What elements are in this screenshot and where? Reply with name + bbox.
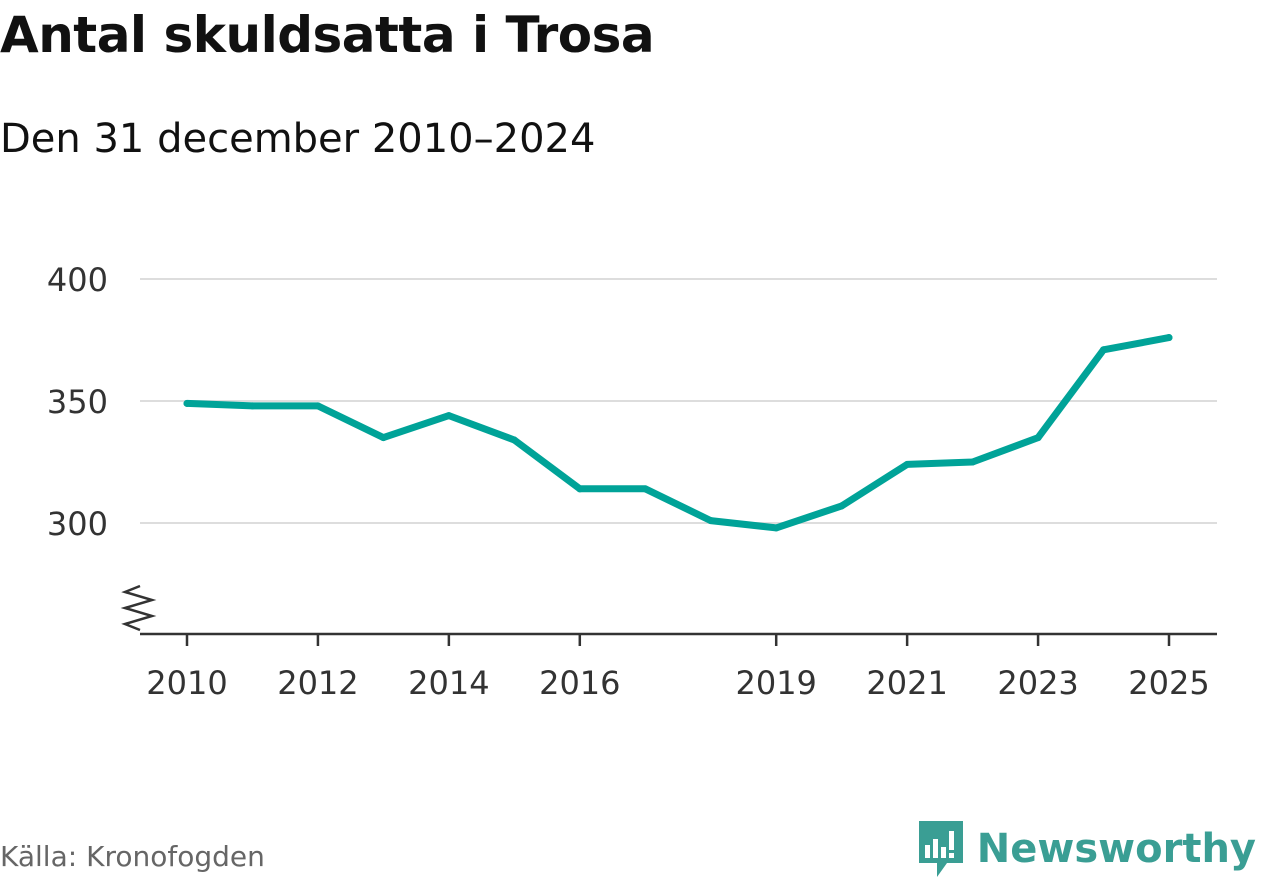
- brand-name: Newsworthy: [976, 826, 1256, 872]
- y-tick-label-400: 400: [47, 261, 108, 299]
- y-tick-label-300: 300: [47, 505, 108, 543]
- source-note: Källa: Kronofogden: [0, 840, 265, 873]
- data-point-2019: [772, 524, 780, 532]
- data-point-2014: [445, 412, 453, 420]
- x-tick-label-2021: 2021: [866, 664, 947, 702]
- gridlines: [140, 278, 1217, 524]
- data-point-2025: [1165, 334, 1173, 342]
- chart-title: Antal skuldsatta i Trosa: [0, 6, 655, 64]
- data-point-2011: [248, 402, 256, 410]
- axis-break-icon: [120, 584, 157, 632]
- series: [183, 334, 1173, 532]
- x-tick-label-2023: 2023: [997, 664, 1078, 702]
- x-tick-label-2010: 2010: [146, 664, 227, 702]
- x-tick-label-2025: 2025: [1128, 664, 1209, 702]
- chart-subtitle: Den 31 december 2010–2024: [0, 116, 596, 162]
- series-line-0: [183, 334, 1173, 532]
- data-point-2016: [576, 485, 584, 493]
- x-tick-label-2014: 2014: [408, 664, 489, 702]
- data-point-2013: [379, 434, 387, 442]
- data-point-2012: [314, 402, 322, 410]
- data-point-2020: [838, 502, 846, 510]
- data-point-2024: [1100, 346, 1108, 354]
- data-point-2017: [641, 485, 649, 493]
- axes: 300 350 400 2010 2012 2014 2016 2019 2021 2023 202…: [47, 261, 1217, 702]
- brand: Newsworthy: [917, 818, 1256, 880]
- newsworthy-logo-icon: [918, 821, 963, 877]
- x-tick-label-2019: 2019: [735, 664, 816, 702]
- data-point-2015: [510, 436, 518, 444]
- data-point-2021: [903, 460, 911, 468]
- x-tick-label-2012: 2012: [277, 664, 358, 702]
- data-point-2023: [1034, 434, 1042, 442]
- data-point-2010: [183, 399, 191, 407]
- x-tick-label-2016: 2016: [539, 664, 620, 702]
- data-point-2018: [707, 517, 715, 525]
- data-point-2022: [969, 458, 977, 466]
- y-tick-label-350: 350: [47, 383, 108, 421]
